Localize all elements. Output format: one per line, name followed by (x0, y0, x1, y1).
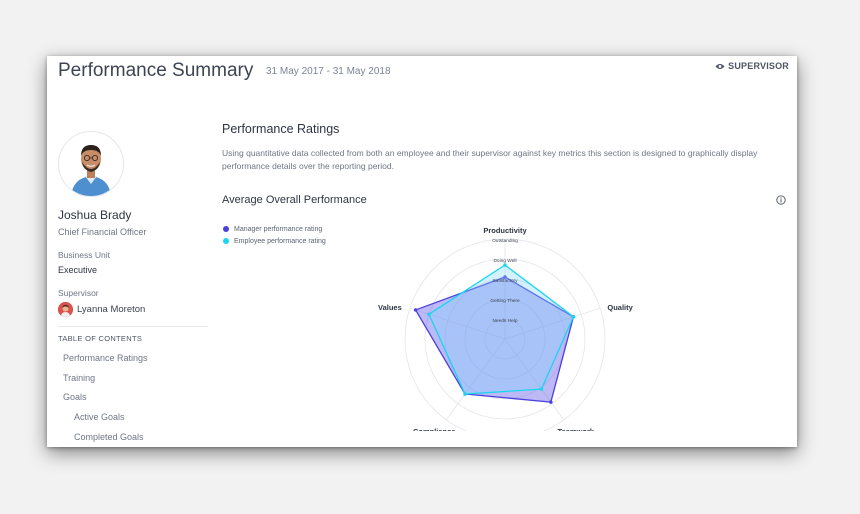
page-title: Performance Summary (58, 60, 254, 81)
employee-name: Joshua Brady (58, 208, 132, 222)
legend-item-manager[interactable]: Manager performance rating (223, 223, 326, 235)
radar-spoke (504, 307, 601, 340)
radar-point-employee (539, 387, 544, 391)
toc-item-training[interactable]: Training (63, 373, 96, 383)
radar-scale-label: Getting There (490, 298, 520, 304)
radar-axis-label: Quality (607, 303, 633, 312)
supervisor-tag-label: SUPERVISOR (728, 61, 789, 71)
radar-point-manager (503, 275, 507, 279)
info-icon[interactable] (776, 195, 786, 205)
eye-icon (715, 63, 725, 69)
radar-point-employee (503, 263, 507, 267)
radar-point-employee (571, 315, 576, 319)
business-unit-label: Business Unit (58, 250, 110, 260)
radar-scale-label: Outstanding (492, 238, 518, 244)
radar-scale-label: Satisfactory (492, 278, 518, 284)
radar-axis-label: Compliance (413, 427, 456, 431)
legend-label-manager: Manager performance rating (234, 225, 323, 233)
sidebar-divider (58, 326, 208, 327)
reporting-period: 31 May 2017 - 31 May 2018 (266, 66, 391, 77)
avatar (58, 131, 124, 197)
supervisor-avatar (58, 302, 73, 317)
section-title: Performance Ratings (222, 122, 340, 136)
toc-item-active-goals[interactable]: Active Goals (74, 412, 125, 422)
radar-axis-label: Values (378, 303, 402, 312)
radar-point-manager (413, 308, 418, 312)
legend-item-employee[interactable]: Employee performance rating (223, 235, 326, 247)
radar-scale-label: Needs Help (492, 318, 517, 324)
toc-item-completed-goals[interactable]: Completed Goals (74, 432, 144, 442)
radar-spoke (409, 307, 506, 340)
toc-item-goals[interactable]: Goals (63, 392, 87, 402)
supervisor-name: Lyanna Moreton (77, 304, 146, 315)
chart-legend: Manager performance rating Employee perf… (223, 223, 326, 247)
toc-heading: TABLE OF CONTENTS (58, 334, 143, 343)
radar-axis-label: Productivity (483, 226, 527, 235)
radar-point-employee (463, 392, 467, 396)
radar-point-employee (427, 312, 431, 316)
business-unit-value: Executive (58, 265, 98, 275)
legend-label-employee: Employee performance rating (234, 237, 326, 245)
radar-point-manager (549, 400, 553, 404)
radar-scale-label: Doing Well (493, 258, 516, 264)
radar-spoke (504, 338, 565, 421)
supervisor-view-toggle[interactable]: SUPERVISOR (715, 61, 789, 71)
radar-axis-label: Teamwork (558, 427, 595, 431)
supervisor[interactable]: Lyanna Moreton (58, 302, 145, 317)
radar-spoke (445, 338, 506, 421)
supervisor-label: Supervisor (58, 288, 99, 298)
performance-summary-card: Performance Summary 31 May 2017 - 31 May… (47, 56, 797, 447)
radar-series-employee (428, 264, 575, 395)
legend-marker-manager (223, 226, 229, 232)
toc-item-performance-ratings[interactable]: Performance Ratings (63, 353, 148, 363)
section-description: Using quantitative data collected from b… (222, 148, 758, 171)
legend-marker-employee (223, 238, 229, 244)
chart-title: Average Overall Performance (222, 194, 367, 206)
employee-job-title: Chief Financial Officer (58, 227, 147, 237)
radar-chart: Needs Help Getting There Satisfactory Doing… (378, 226, 634, 431)
